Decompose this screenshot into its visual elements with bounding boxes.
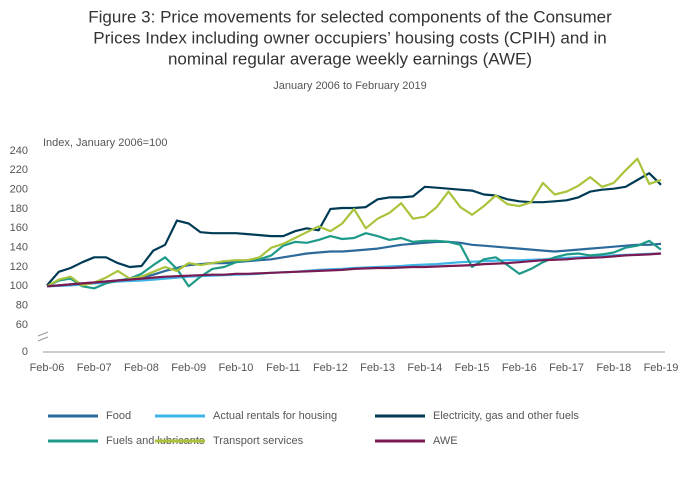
x-tick-label: Feb-09 — [171, 362, 206, 374]
legend-label: Actual rentals for housing — [213, 410, 337, 422]
y-tick-label: 120 — [10, 261, 28, 273]
y-tick-label: 60 — [16, 319, 28, 331]
x-tick-label: Feb-14 — [407, 362, 442, 374]
y-axis-label: Index, January 2006=100 — [43, 137, 167, 149]
x-tick-label: Feb-19 — [644, 362, 679, 374]
y-tick-label: 220 — [10, 164, 28, 176]
chart-title: Prices Index including owner occupiers’ … — [93, 28, 606, 47]
chart-title: nominal regular average weekly earnings … — [168, 49, 532, 68]
legend-label: Electricity, gas and other fuels — [433, 410, 579, 422]
y-tick-label: 140 — [10, 242, 28, 254]
series-line — [46, 157, 662, 288]
legend-label: Food — [106, 410, 131, 422]
chart-subtitle: January 2006 to February 2019 — [273, 80, 427, 92]
axis-break — [37, 331, 49, 342]
x-tick-label: Feb-06 — [30, 362, 65, 374]
x-tick-label: Feb-11 — [266, 362, 300, 374]
series-line — [46, 232, 662, 290]
y-tick-label: 80 — [16, 300, 28, 312]
legend-label: Transport services — [213, 435, 304, 447]
x-tick-label: Feb-12 — [313, 362, 348, 374]
x-tick-label: Feb-07 — [77, 362, 112, 374]
y-tick-label: 100 — [10, 280, 28, 292]
y-tick-label: 180 — [10, 203, 28, 215]
y-tick-label: 0 — [22, 346, 28, 358]
chart-title: Figure 3: Price movements for selected c… — [88, 7, 612, 26]
x-tick-label: Feb-13 — [360, 362, 395, 374]
y-tick-label: 200 — [10, 184, 28, 196]
x-tick-label: Feb-08 — [124, 362, 159, 374]
y-tick-label: 240 — [10, 145, 28, 157]
x-tick-label: Feb-16 — [502, 362, 537, 374]
legend-label: AWE — [433, 435, 458, 447]
series-line — [46, 240, 662, 288]
x-tick-label: Feb-10 — [218, 362, 253, 374]
y-tick-label: 160 — [10, 222, 28, 234]
series-line — [46, 252, 662, 288]
x-tick-label: Feb-17 — [549, 362, 584, 374]
x-tick-label: Feb-15 — [455, 362, 490, 374]
x-tick-label: Feb-18 — [596, 362, 631, 374]
